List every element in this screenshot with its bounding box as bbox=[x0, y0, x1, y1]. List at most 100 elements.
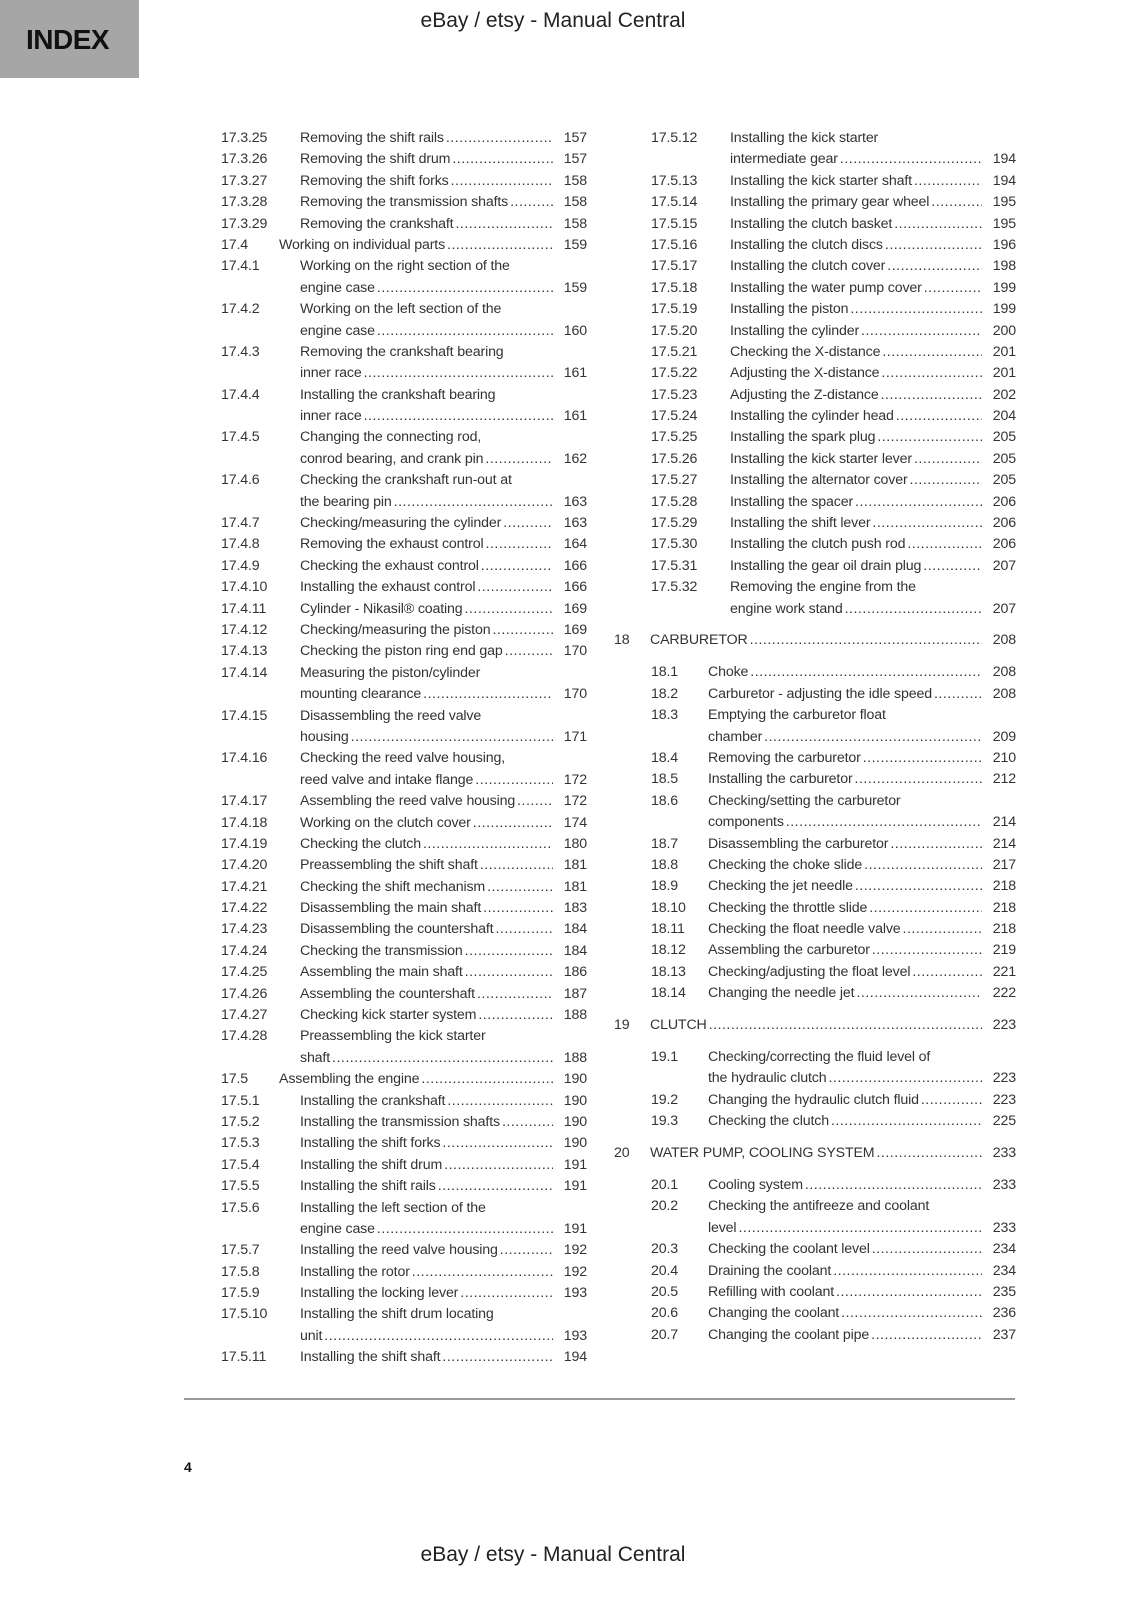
toc-entry[interactable]: 17.5.26 Installing the kick starter lever… bbox=[614, 449, 1016, 470]
toc-entry[interactable]: 17.5.19 Installing the piston 199 bbox=[614, 299, 1016, 320]
toc-entry[interactable]: 17.5.4 Installing the shift drum 191 bbox=[221, 1155, 587, 1176]
toc-entry[interactable]: 17.4.12 Checking/measuring the piston 169 bbox=[221, 620, 587, 641]
toc-entry[interactable]: 18.7 Disassembling the carburetor 214 bbox=[614, 834, 1016, 855]
toc-entry[interactable]: 19.3 Checking the clutch 225 bbox=[614, 1111, 1016, 1132]
toc-entry[interactable]: 17.4.26 Assembling the countershaft 187 bbox=[221, 984, 587, 1005]
toc-entry[interactable]: 17.5.14 Installing the primary gear wheel… bbox=[614, 192, 1016, 213]
toc-entry[interactable]: 17.5.5 Installing the shift rails 191 bbox=[221, 1176, 587, 1197]
toc-entry[interactable]: 17.5.25 Installing the spark plug 205 bbox=[614, 427, 1016, 448]
toc-entry[interactable]: 17.5.13 Installing the kick starter shaft… bbox=[614, 171, 1016, 192]
toc-entry[interactable]: 20.3 Checking the coolant level 234 bbox=[614, 1239, 1016, 1260]
toc-entry[interactable]: 19.1 Checking/correcting the fluid level … bbox=[614, 1047, 1016, 1090]
toc-entry[interactable]: 17.4.11 Cylinder - Nikasil® coating 169 bbox=[221, 599, 587, 620]
toc-entry[interactable]: 17.4.20 Preassembling the shift shaft 181 bbox=[221, 855, 587, 876]
toc-entry[interactable]: 18.10 Checking the throttle slide 218 bbox=[614, 898, 1016, 919]
toc-entry[interactable]: 17.5.1 Installing the crankshaft 190 bbox=[221, 1091, 587, 1112]
toc-entry[interactable]: 17.4.28 Preassembling the kick starter sha… bbox=[221, 1026, 587, 1069]
toc-entry[interactable]: 17.4.6 Checking the crankshaft run-out at… bbox=[221, 470, 587, 513]
toc-entry[interactable]: 17.3.29 Removing the crankshaft 158 bbox=[221, 214, 587, 235]
toc-entry[interactable]: 17.5.22 Adjusting the X-distance 201 bbox=[614, 363, 1016, 384]
toc-entry[interactable]: 20.1 Cooling system 233 bbox=[614, 1175, 1016, 1196]
toc-entry[interactable]: 18.11 Checking the float needle valve 218 bbox=[614, 919, 1016, 940]
toc-entry[interactable]: 17.3.27 Removing the shift forks 158 bbox=[221, 171, 587, 192]
toc-entry[interactable]: 18.12 Assembling the carburetor 219 bbox=[614, 940, 1016, 961]
toc-entry[interactable]: 18.9 Checking the jet needle 218 bbox=[614, 876, 1016, 897]
toc-entry[interactable]: 17.5.24 Installing the cylinder head 204 bbox=[614, 406, 1016, 427]
toc-entry[interactable]: 17.4.27 Checking kick starter system 188 bbox=[221, 1005, 587, 1026]
toc-entry[interactable]: 17.4.24 Checking the transmission 184 bbox=[221, 941, 587, 962]
toc-entry[interactable]: 17.4.1 Working on the right section of th… bbox=[221, 256, 587, 299]
toc-entry[interactable]: 18.6 Checking/setting the carburetor compo… bbox=[614, 791, 1016, 834]
toc-entry[interactable]: 17.3.28 Removing the transmission shafts 1… bbox=[221, 192, 587, 213]
toc-entry[interactable]: 17.5.7 Installing the reed valve housing 1… bbox=[221, 1240, 587, 1261]
toc-entry[interactable]: 17.5.30 Installing the clutch push rod 206 bbox=[614, 534, 1016, 555]
toc-entry[interactable]: 17.5.9 Installing the locking lever 193 bbox=[221, 1283, 587, 1304]
toc-entry[interactable]: 18.5 Installing the carburetor 212 bbox=[614, 769, 1016, 790]
toc-entry[interactable]: 18.8 Checking the choke slide 217 bbox=[614, 855, 1016, 876]
toc-entry[interactable]: 17.5.32 Removing the engine from the engin… bbox=[614, 577, 1016, 620]
toc-entry[interactable]: 18.1 Choke 208 bbox=[614, 662, 1016, 683]
toc-entry[interactable]: 17.4.9 Checking the exhaust control 166 bbox=[221, 556, 587, 577]
toc-entry[interactable]: 17.3.25 Removing the shift rails 157 bbox=[221, 128, 587, 149]
toc-entry[interactable]: 20.5 Refilling with coolant 235 bbox=[614, 1282, 1016, 1303]
toc-entry[interactable]: 17.3.26 Removing the shift drum 157 bbox=[221, 149, 587, 170]
toc-chapter[interactable]: 19 CLUTCH 223 bbox=[614, 1015, 1016, 1036]
toc-entry[interactable]: 18.2 Carburetor - adjusting the idle spee… bbox=[614, 684, 1016, 705]
toc-entry[interactable]: 17.5.17 Installing the clutch cover 198 bbox=[614, 256, 1016, 277]
toc-entry[interactable]: 17.5.20 Installing the cylinder 200 bbox=[614, 321, 1016, 342]
toc-entry[interactable]: 17.4.18 Working on the clutch cover 174 bbox=[221, 813, 587, 834]
toc-entry[interactable]: 17.5.11 Installing the shift shaft 194 bbox=[221, 1347, 587, 1368]
toc-entry[interactable]: 17.4.21 Checking the shift mechanism 181 bbox=[221, 877, 587, 898]
toc-chapter[interactable]: 18 CARBURETOR 208 bbox=[614, 630, 1016, 651]
toc-entry[interactable]: 17.5.31 Installing the gear oil drain plu… bbox=[614, 556, 1016, 577]
toc-entry[interactable]: 17.5.15 Installing the clutch basket 195 bbox=[614, 214, 1016, 235]
toc-entry[interactable]: 17.4.22 Disassembling the main shaft 183 bbox=[221, 898, 587, 919]
toc-chapter[interactable]: 20 WATER PUMP, COOLING SYSTEM 233 bbox=[614, 1143, 1016, 1164]
entry-title: Installing the kick starter shaft bbox=[730, 172, 912, 189]
toc-entry[interactable]: 17.4.2 Working on the left section of the… bbox=[221, 299, 587, 342]
toc-entry[interactable]: 17.4.3 Removing the crankshaft bearing inn… bbox=[221, 342, 587, 385]
toc-entry[interactable]: 20.7 Changing the coolant pipe 237 bbox=[614, 1325, 1016, 1346]
dot-leader bbox=[855, 769, 982, 790]
toc-entry[interactable]: 20.4 Draining the coolant 234 bbox=[614, 1261, 1016, 1282]
toc-entry[interactable]: 17.4.13 Checking the piston ring end gap 1… bbox=[221, 641, 587, 662]
entry-title: Assembling the countershaft bbox=[300, 985, 475, 1002]
toc-entry[interactable]: 17.4.19 Checking the clutch 180 bbox=[221, 834, 587, 855]
toc-entry[interactable]: 17.5.29 Installing the shift lever 206 bbox=[614, 513, 1016, 534]
toc-entry[interactable]: 20.2 Checking the antifreeze and coolant l… bbox=[614, 1196, 1016, 1239]
entry-title: Measuring the piston/cylinder bbox=[300, 664, 481, 681]
toc-entry[interactable]: 18.14 Changing the needle jet 222 bbox=[614, 983, 1016, 1004]
toc-entry[interactable]: 17.5.2 Installing the transmission shafts… bbox=[221, 1112, 587, 1133]
toc-entry[interactable]: 17.4.14 Measuring the piston/cylinder moun… bbox=[221, 663, 587, 706]
toc-entry[interactable]: 17.4.10 Installing the exhaust control 166 bbox=[221, 577, 587, 598]
toc-entry[interactable]: 17.5.27 Installing the alternator cover 20… bbox=[614, 470, 1016, 491]
toc-entry[interactable]: 17.5.10 Installing the shift drum locatin… bbox=[221, 1304, 587, 1347]
toc-entry[interactable]: 18.13 Checking/adjusting the float level 2… bbox=[614, 962, 1016, 983]
toc-entry[interactable]: 17.4.5 Changing the connecting rod, conrod… bbox=[221, 427, 587, 470]
toc-entry[interactable]: 18.4 Removing the carburetor 210 bbox=[614, 748, 1016, 769]
toc-entry[interactable]: 17.4.16 Checking the reed valve housing, r… bbox=[221, 748, 587, 791]
toc-entry[interactable]: 17.5.23 Adjusting the Z-distance 202 bbox=[614, 385, 1016, 406]
toc-entry[interactable]: 17.5.12 Installing the kick starter interm… bbox=[614, 128, 1016, 171]
entry-number: 20.2 bbox=[651, 1198, 679, 1215]
toc-entry[interactable]: 17.4.23 Disassembling the countershaft 184 bbox=[221, 919, 587, 940]
toc-entry[interactable]: 17.5.18 Installing the water pump cover 19… bbox=[614, 278, 1016, 299]
toc-entry[interactable]: 17.5.6 Installing the left section of the… bbox=[221, 1198, 587, 1241]
toc-entry[interactable]: 17.5.28 Installing the spacer 206 bbox=[614, 492, 1016, 513]
toc-entry[interactable]: 18.3 Emptying the carburetor float chamber… bbox=[614, 705, 1016, 748]
toc-entry[interactable]: 19.2 Changing the hydraulic clutch fluid 2… bbox=[614, 1090, 1016, 1111]
toc-entry[interactable]: 17.5.21 Checking the X-distance 201 bbox=[614, 342, 1016, 363]
toc-entry[interactable]: 17.5.16 Installing the clutch discs 196 bbox=[614, 235, 1016, 256]
toc-entry[interactable]: 17.4.17 Assembling the reed valve housing… bbox=[221, 791, 587, 812]
toc-entry[interactable]: 17.5.3 Installing the shift forks 190 bbox=[221, 1133, 587, 1154]
entry-title: Installing the locking lever bbox=[300, 1285, 459, 1302]
toc-entry[interactable]: 20.6 Changing the coolant 236 bbox=[614, 1303, 1016, 1324]
toc-entry[interactable]: 17.4.7 Checking/measuring the cylinder 163 bbox=[221, 513, 587, 534]
toc-entry[interactable]: 17.5 Assembling the engine 190 bbox=[221, 1069, 587, 1090]
toc-entry[interactable]: 17.4.4 Installing the crankshaft bearing i… bbox=[221, 385, 587, 428]
toc-entry[interactable]: 17.4.25 Assembling the main shaft 186 bbox=[221, 962, 587, 983]
toc-entry[interactable]: 17.4 Working on individual parts 159 bbox=[221, 235, 587, 256]
toc-entry[interactable]: 17.5.8 Installing the rotor 192 bbox=[221, 1262, 587, 1283]
toc-entry[interactable]: 17.4.8 Removing the exhaust control 164 bbox=[221, 534, 587, 555]
toc-entry[interactable]: 17.4.15 Disassembling the reed valve housi… bbox=[221, 706, 587, 749]
